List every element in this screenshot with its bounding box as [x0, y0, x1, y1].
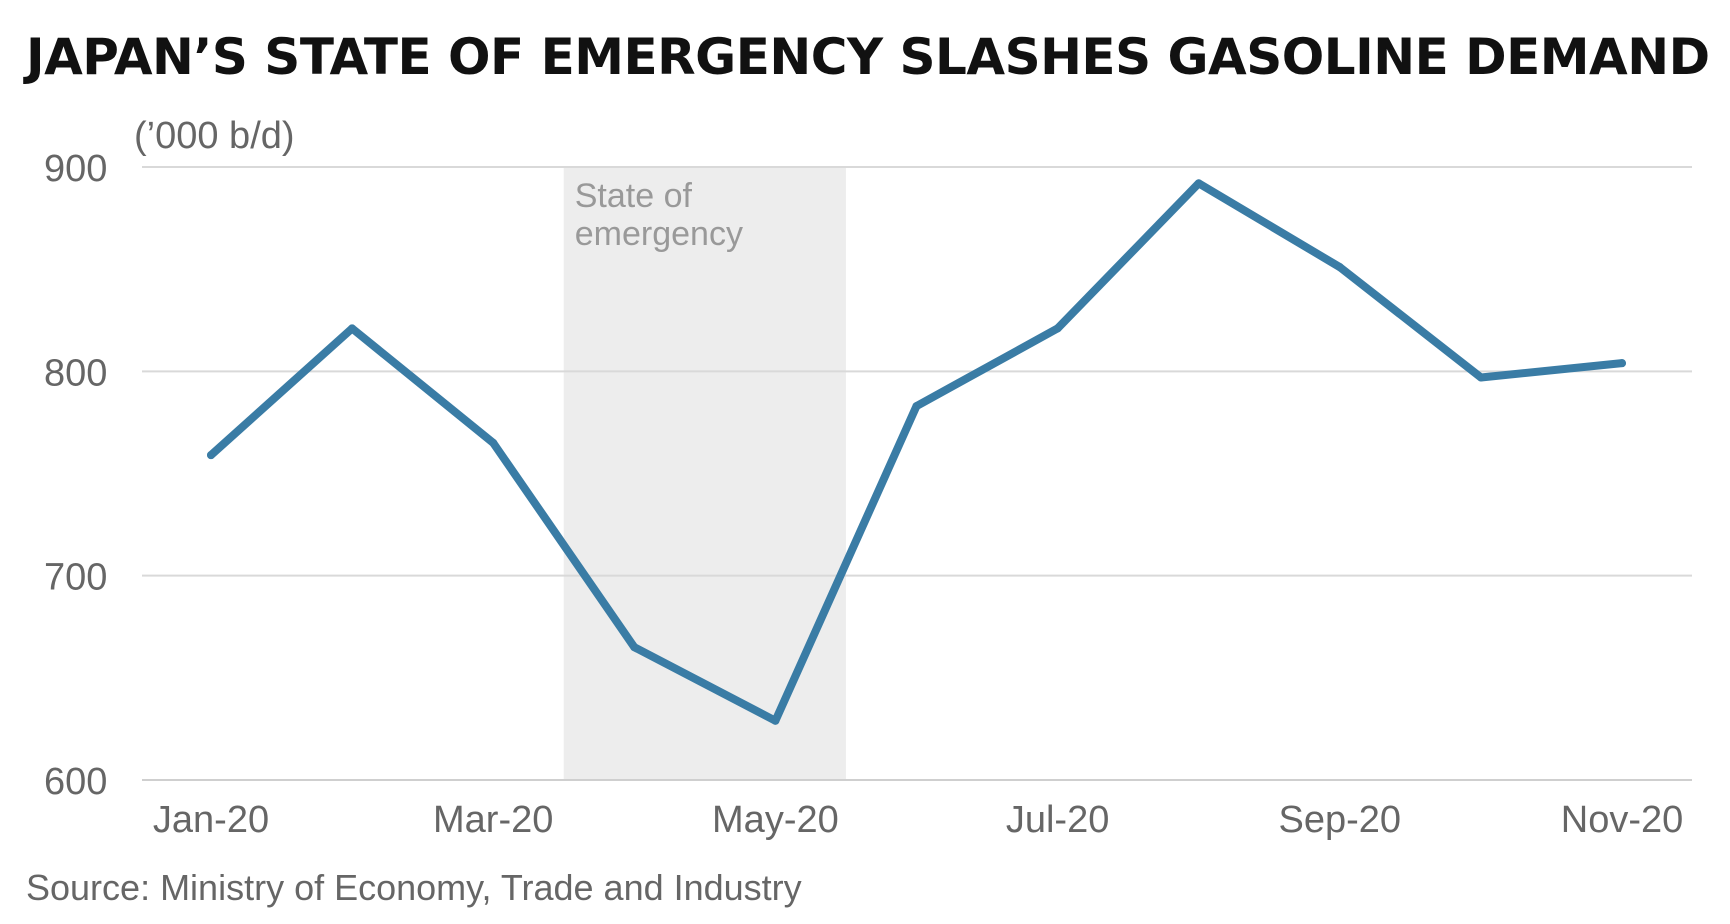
y-axis-unit-label: (’000 b/d)	[134, 115, 295, 157]
series	[207, 179, 1626, 725]
x-tick-label-nov-20: Nov-20	[1561, 799, 1684, 841]
data-point-jun-20	[912, 402, 921, 411]
y-tick-label-800: 800	[44, 352, 107, 394]
data-point-jan-20	[207, 451, 215, 460]
series-line-0	[207, 179, 1626, 725]
x-axis-ticks: Jan-20 Mar-20 May-20 Jul-20 Sep-20 Nov-20	[153, 799, 1683, 841]
data-point-sep-20	[1335, 263, 1344, 272]
x-tick-label-may-20: May-20	[712, 799, 839, 841]
data-point-may-20	[771, 716, 780, 725]
data-point-nov-20	[1618, 359, 1626, 368]
data-point-jul-20	[1053, 324, 1062, 333]
x-tick-label-sep-20: Sep-20	[1279, 799, 1402, 841]
data-point-oct-20	[1476, 373, 1485, 382]
y-axis-ticks: 900 800 700 600	[44, 148, 107, 803]
x-tick-label-jan-20: Jan-20	[153, 799, 269, 841]
gridlines	[142, 166, 1692, 781]
shaded-region-label-line2: emergency	[575, 215, 743, 253]
data-point-mar-20	[489, 438, 498, 447]
y-tick-label-700: 700	[44, 557, 107, 599]
chart-title: JAPAN’S STATE OF EMERGENCY SLASHES GASOL…	[23, 28, 1710, 86]
x-tick-label-mar-20: Mar-20	[433, 799, 553, 841]
source-note: Source: Ministry of Economy, Trade and I…	[26, 867, 802, 908]
data-point-apr-20	[630, 643, 639, 652]
data-point-feb-20	[348, 324, 357, 333]
shaded-region-label-line1: State of	[575, 177, 693, 215]
data-point-aug-20	[1194, 179, 1203, 188]
x-tick-label-jul-20: Jul-20	[1006, 799, 1110, 841]
y-tick-label-900: 900	[44, 148, 107, 190]
y-tick-label-600: 600	[44, 761, 107, 803]
